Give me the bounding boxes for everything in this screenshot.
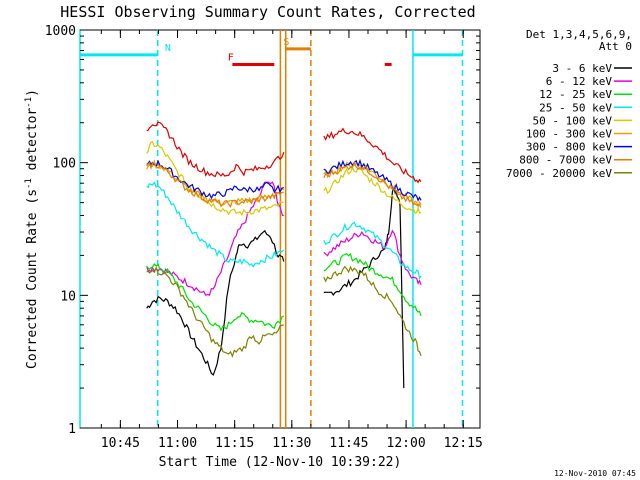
x-tick-label: 11:15 [215, 436, 254, 451]
x-axis-label: Start Time (12-Nov-10 10:39:22) [159, 455, 402, 470]
series-line-50-100-kev [146, 140, 284, 217]
series-line-7000-20000-kev [146, 265, 284, 358]
legend-label: 6 - 12 keV [546, 75, 613, 88]
series-line-red-bridge [323, 127, 422, 184]
legend-label: 7000 - 20000 keV [506, 167, 612, 180]
series-line-7000-20000-kev [323, 265, 422, 357]
event-label-n: N [165, 43, 171, 54]
y-tick-label: 1000 [45, 24, 76, 39]
legend-label: 3 - 6 keV [552, 62, 612, 75]
y-label-part-1: Corrected Count Rate (s [25, 189, 40, 369]
y-tick-label: 1 [68, 422, 76, 437]
y-label-sup-2: -1 [24, 97, 34, 108]
series-line-300-800-kev [323, 158, 422, 202]
legend-header-2: Att 0 [599, 40, 632, 53]
series-line-800-7000-kev [323, 161, 422, 208]
series-line-50-100-kev [323, 166, 422, 215]
series-line-25-50-kev [146, 181, 285, 268]
x-tick-label: 11:00 [158, 436, 197, 451]
y-label-part-2: detector [25, 108, 40, 179]
legend-header-1: Det 1,3,4,5,6,9, [526, 28, 632, 41]
y-axis-label: Corrected Count Rate (s-1 detector-1) [24, 89, 40, 369]
x-tick-label: 12:15 [444, 436, 483, 451]
legend-label: 50 - 100 keV [533, 114, 613, 127]
x-tick-label: 11:30 [272, 436, 311, 451]
x-axis: 10:45 11:00 11:15 11:30 11:45 12:00 12:15 [101, 30, 483, 451]
y-label-sup-1: -1 [24, 178, 34, 189]
y-tick-label: 10 [60, 289, 76, 304]
legend-label: 800 - 7000 keV [519, 154, 612, 167]
series-line-3-6-kev [323, 188, 405, 389]
series-line-12-25-kev [146, 263, 285, 332]
event-label-s: S [283, 37, 289, 48]
series-line-800-7000-kev [146, 161, 284, 209]
y-axis: 1 10 100 1000 [45, 24, 480, 437]
series-line-25-50-kev [323, 221, 422, 280]
series-line-12-25-kev [323, 252, 422, 317]
y-tick-label: 100 [53, 157, 76, 172]
chart-title: HESSI Observing Summary Count Rates, Cor… [60, 3, 475, 21]
y-label-part-3: ) [25, 89, 40, 97]
series-line-red-bridge [146, 121, 285, 178]
legend-label: 100 - 300 keV [526, 128, 612, 141]
legend-label: 300 - 800 keV [526, 141, 612, 154]
footer-timestamp: 12-Nov-2010 07:45 [554, 469, 636, 478]
series-layer [146, 121, 422, 389]
vertical-markers [79, 30, 464, 428]
x-tick-label: 12:00 [387, 436, 426, 451]
series-line-6-12-kev [323, 229, 422, 286]
x-tick-label: 11:45 [329, 436, 368, 451]
legend-label: 25 - 50 keV [539, 101, 612, 114]
event-label-f: F [228, 52, 234, 63]
x-tick-label: 10:45 [101, 436, 140, 451]
series-line-3-6-kev [146, 229, 285, 376]
series-line-300-800-kev [146, 159, 285, 200]
event-bars: N F S [80, 37, 463, 66]
legend-label: 12 - 25 keV [539, 88, 612, 101]
plot-area: N F S [79, 29, 481, 429]
